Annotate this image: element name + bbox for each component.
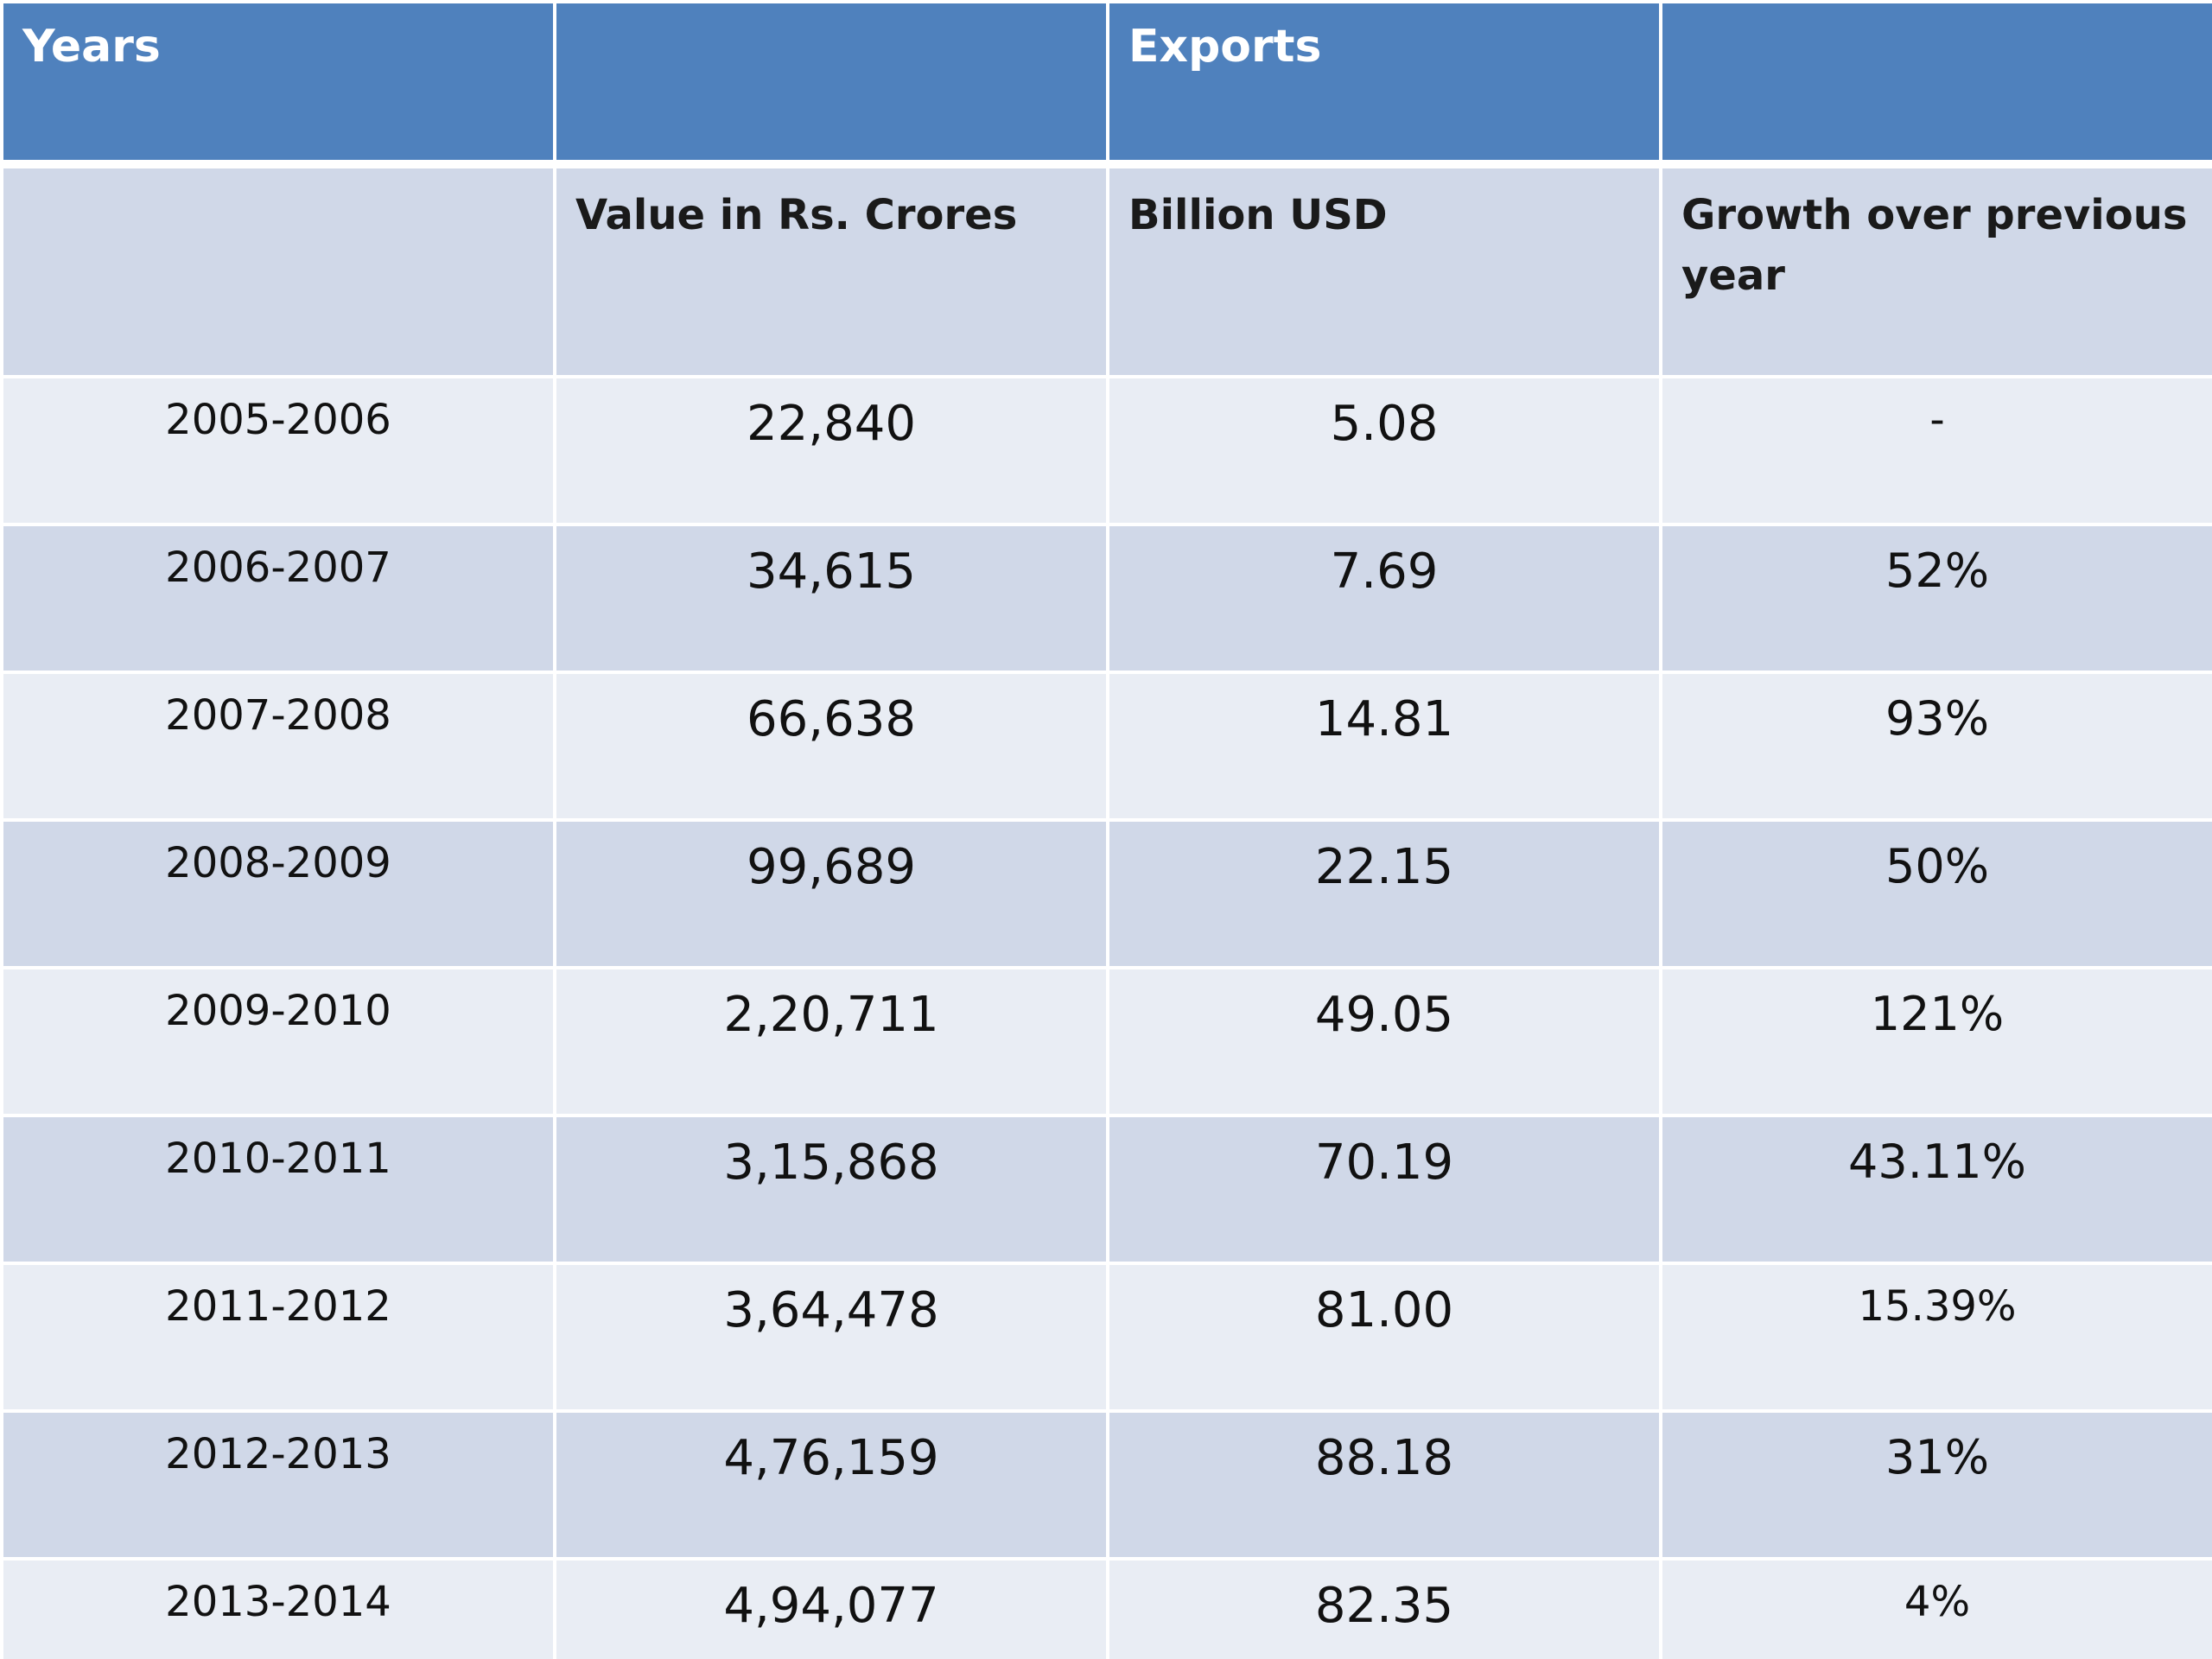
cell-value-crores: 3,15,868 bbox=[553, 1114, 1109, 1265]
cell-billion-usd: 5.08 bbox=[1106, 375, 1662, 526]
cell-year: 2009-2010 bbox=[0, 966, 556, 1117]
cell-growth: 93% bbox=[1659, 671, 2212, 822]
subheader-years-blank bbox=[0, 162, 556, 378]
cell-value-crores: 66,638 bbox=[553, 671, 1109, 822]
table-subheader-row: Value in Rs. Crores Billion USD Growth o… bbox=[0, 162, 2212, 378]
cell-billion-usd: 7.69 bbox=[1106, 523, 1662, 674]
cell-year: 2013-2014 bbox=[0, 1557, 556, 1659]
cell-value-crores: 4,76,159 bbox=[553, 1409, 1109, 1560]
cell-value-crores: 2,20,711 bbox=[553, 966, 1109, 1117]
table-row: 2008-2009 99,689 22.15 50% bbox=[0, 818, 2212, 969]
cell-growth: 4% bbox=[1659, 1557, 2212, 1659]
header-empty-right bbox=[1659, 0, 2212, 168]
cell-billion-usd: 14.81 bbox=[1106, 671, 1662, 822]
subheader-value-crores: Value in Rs. Crores bbox=[553, 162, 1109, 378]
table-header-row: Years Exports bbox=[0, 0, 2212, 168]
cell-value-crores: 3,64,478 bbox=[553, 1262, 1109, 1413]
table-row: 2010-2011 3,15,868 70.19 43.11% bbox=[0, 1114, 2212, 1265]
cell-year: 2011-2012 bbox=[0, 1262, 556, 1413]
cell-value-crores: 34,615 bbox=[553, 523, 1109, 674]
table-row: 2009-2010 2,20,711 49.05 121% bbox=[0, 966, 2212, 1117]
cell-value-crores: 22,840 bbox=[553, 375, 1109, 526]
cell-growth: 52% bbox=[1659, 523, 2212, 674]
cell-billion-usd: 88.18 bbox=[1106, 1409, 1662, 1560]
table-row: 2007-2008 66,638 14.81 93% bbox=[0, 671, 2212, 822]
cell-year: 2008-2009 bbox=[0, 818, 556, 969]
cell-value-crores: 4,94,077 bbox=[553, 1557, 1109, 1659]
cell-billion-usd: 82.35 bbox=[1106, 1557, 1662, 1659]
subheader-growth: Growth over previous year bbox=[1659, 162, 2212, 378]
cell-year: 2007-2008 bbox=[0, 671, 556, 822]
cell-billion-usd: 49.05 bbox=[1106, 966, 1662, 1117]
header-exports: Exports bbox=[1106, 0, 1662, 168]
cell-year: 2012-2013 bbox=[0, 1409, 556, 1560]
cell-growth: 15.39% bbox=[1659, 1262, 2212, 1413]
table-row: 2011-2012 3,64,478 81.00 15.39% bbox=[0, 1262, 2212, 1413]
table-row: 2013-2014 4,94,077 82.35 4% bbox=[0, 1557, 2212, 1659]
cell-year: 2010-2011 bbox=[0, 1114, 556, 1265]
cell-value-crores: 99,689 bbox=[553, 818, 1109, 969]
cell-growth: 121% bbox=[1659, 966, 2212, 1117]
cell-growth: 31% bbox=[1659, 1409, 2212, 1560]
cell-year: 2006-2007 bbox=[0, 523, 556, 674]
cell-billion-usd: 22.15 bbox=[1106, 818, 1662, 969]
subheader-billion-usd: Billion USD bbox=[1106, 162, 1662, 378]
header-years: Years bbox=[0, 0, 556, 168]
table-row: 2006-2007 34,615 7.69 52% bbox=[0, 523, 2212, 674]
table-row: 2012-2013 4,76,159 88.18 31% bbox=[0, 1409, 2212, 1560]
cell-year: 2005-2006 bbox=[0, 375, 556, 526]
cell-growth: - bbox=[1659, 375, 2212, 526]
cell-billion-usd: 81.00 bbox=[1106, 1262, 1662, 1413]
cell-billion-usd: 70.19 bbox=[1106, 1114, 1662, 1265]
table-row: 2005-2006 22,840 5.08 - bbox=[0, 375, 2212, 526]
cell-growth: 43.11% bbox=[1659, 1114, 2212, 1265]
header-empty bbox=[553, 0, 1109, 168]
cell-growth: 50% bbox=[1659, 818, 2212, 969]
